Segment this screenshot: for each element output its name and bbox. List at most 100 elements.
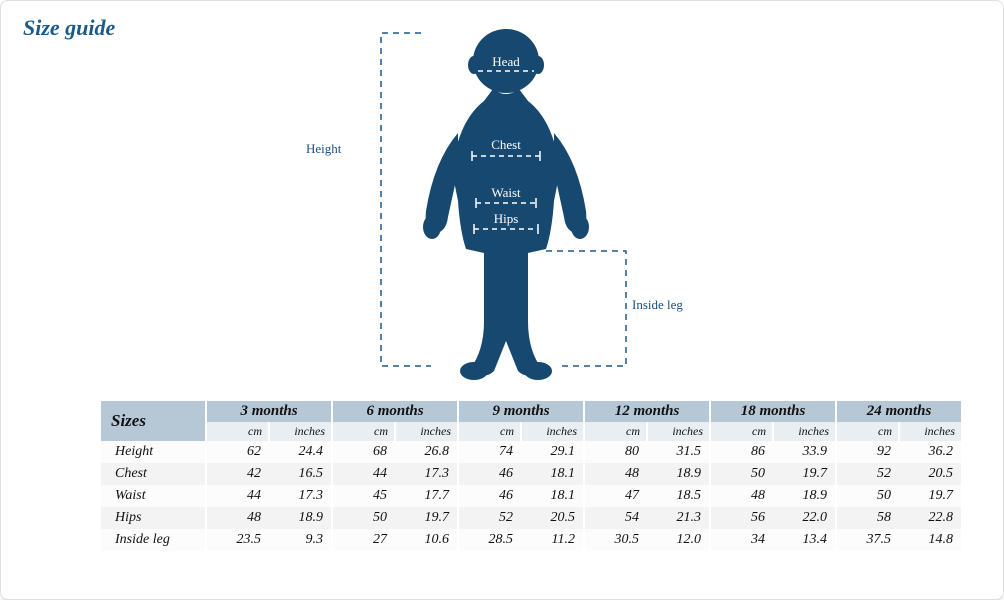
cell-in: 29.1 [521, 441, 584, 463]
cell-cm: 47 [584, 485, 647, 507]
cell-in: 19.7 [395, 507, 458, 529]
cell-in: 18.5 [647, 485, 710, 507]
cell-in: 10.6 [395, 529, 458, 551]
label-chest: Chest [491, 137, 521, 152]
cell-cm: 92 [836, 441, 899, 463]
unit-in: inches [899, 422, 962, 441]
cell-cm: 48 [206, 507, 269, 529]
table-row: Inside leg23.59.32710.628.511.230.512.03… [101, 529, 962, 551]
page-title: Size guide [23, 15, 115, 41]
cell-cm: 45 [332, 485, 395, 507]
age-header: 6 months [332, 401, 458, 422]
cell-cm: 48 [710, 485, 773, 507]
label-waist: Waist [491, 185, 521, 200]
cell-in: 36.2 [899, 441, 962, 463]
cell-cm: 50 [836, 485, 899, 507]
cell-in: 18.9 [647, 463, 710, 485]
label-hips: Hips [494, 211, 519, 226]
cell-cm: 34 [710, 529, 773, 551]
unit-in: inches [395, 422, 458, 441]
unit-in: inches [773, 422, 836, 441]
unit-cm: cm [332, 422, 395, 441]
cell-cm: 44 [206, 485, 269, 507]
cell-in: 19.7 [773, 463, 836, 485]
cell-in: 26.8 [395, 441, 458, 463]
cell-cm: 56 [710, 507, 773, 529]
unit-cm: cm [206, 422, 269, 441]
cell-cm: 50 [710, 463, 773, 485]
cell-cm: 52 [836, 463, 899, 485]
cell-in: 18.9 [269, 507, 332, 529]
cell-in: 18.9 [773, 485, 836, 507]
cell-in: 14.8 [899, 529, 962, 551]
cell-in: 21.3 [647, 507, 710, 529]
cell-in: 18.1 [521, 485, 584, 507]
sizes-header: Sizes [101, 401, 206, 441]
label-head: Head [492, 54, 520, 69]
unit-cm: cm [710, 422, 773, 441]
cell-in: 18.1 [521, 463, 584, 485]
cell-in: 22.0 [773, 507, 836, 529]
cell-cm: 50 [332, 507, 395, 529]
cell-cm: 54 [584, 507, 647, 529]
unit-in: inches [521, 422, 584, 441]
cell-cm: 80 [584, 441, 647, 463]
cell-in: 11.2 [521, 529, 584, 551]
table-row: Hips4818.95019.75220.55421.35622.05822.8 [101, 507, 962, 529]
cell-in: 22.8 [899, 507, 962, 529]
cell-in: 17.3 [395, 463, 458, 485]
cell-in: 12.0 [647, 529, 710, 551]
cell-in: 20.5 [899, 463, 962, 485]
cell-in: 19.7 [899, 485, 962, 507]
cell-in: 13.4 [773, 529, 836, 551]
age-header: 24 months [836, 401, 962, 422]
row-label: Inside leg [101, 529, 206, 551]
label-height: Height [306, 141, 341, 157]
row-label: Chest [101, 463, 206, 485]
cell-in: 17.3 [269, 485, 332, 507]
cell-in: 9.3 [269, 529, 332, 551]
unit-in: inches [647, 422, 710, 441]
measurement-diagram: Head Chest Waist Hips Height Inside leg [296, 21, 716, 391]
baby-silhouette-svg: Head Chest Waist Hips [296, 21, 716, 391]
unit-cm: cm [836, 422, 899, 441]
size-table: Sizes 3 months 6 months 9 months 12 mont… [101, 401, 963, 551]
age-header: 9 months [458, 401, 584, 422]
cell-in: 24.4 [269, 441, 332, 463]
cell-cm: 44 [332, 463, 395, 485]
size-guide-card: Size guide [0, 0, 1004, 600]
age-header: 18 months [710, 401, 836, 422]
cell-cm: 28.5 [458, 529, 521, 551]
cell-cm: 52 [458, 507, 521, 529]
cell-cm: 23.5 [206, 529, 269, 551]
table-row: Waist4417.34517.74618.14718.54818.95019.… [101, 485, 962, 507]
cell-in: 20.5 [521, 507, 584, 529]
cell-cm: 62 [206, 441, 269, 463]
cell-cm: 86 [710, 441, 773, 463]
cell-in: 31.5 [647, 441, 710, 463]
cell-cm: 37.5 [836, 529, 899, 551]
cell-cm: 27 [332, 529, 395, 551]
unit-cm: cm [458, 422, 521, 441]
age-header: 3 months [206, 401, 332, 422]
table-row: Chest4216.54417.34618.14818.95019.75220.… [101, 463, 962, 485]
cell-in: 33.9 [773, 441, 836, 463]
row-label: Hips [101, 507, 206, 529]
unit-in: inches [269, 422, 332, 441]
row-label: Height [101, 441, 206, 463]
cell-cm: 30.5 [584, 529, 647, 551]
cell-cm: 48 [584, 463, 647, 485]
cell-cm: 46 [458, 485, 521, 507]
row-label: Waist [101, 485, 206, 507]
cell-cm: 74 [458, 441, 521, 463]
cell-cm: 46 [458, 463, 521, 485]
unit-row: cminches cminches cminches cminches cmin… [101, 422, 962, 441]
size-table-container: Sizes 3 months 6 months 9 months 12 mont… [101, 401, 963, 551]
cell-in: 16.5 [269, 463, 332, 485]
cell-in: 17.7 [395, 485, 458, 507]
unit-cm: cm [584, 422, 647, 441]
age-header: 12 months [584, 401, 710, 422]
cell-cm: 58 [836, 507, 899, 529]
cell-cm: 42 [206, 463, 269, 485]
cell-cm: 68 [332, 441, 395, 463]
